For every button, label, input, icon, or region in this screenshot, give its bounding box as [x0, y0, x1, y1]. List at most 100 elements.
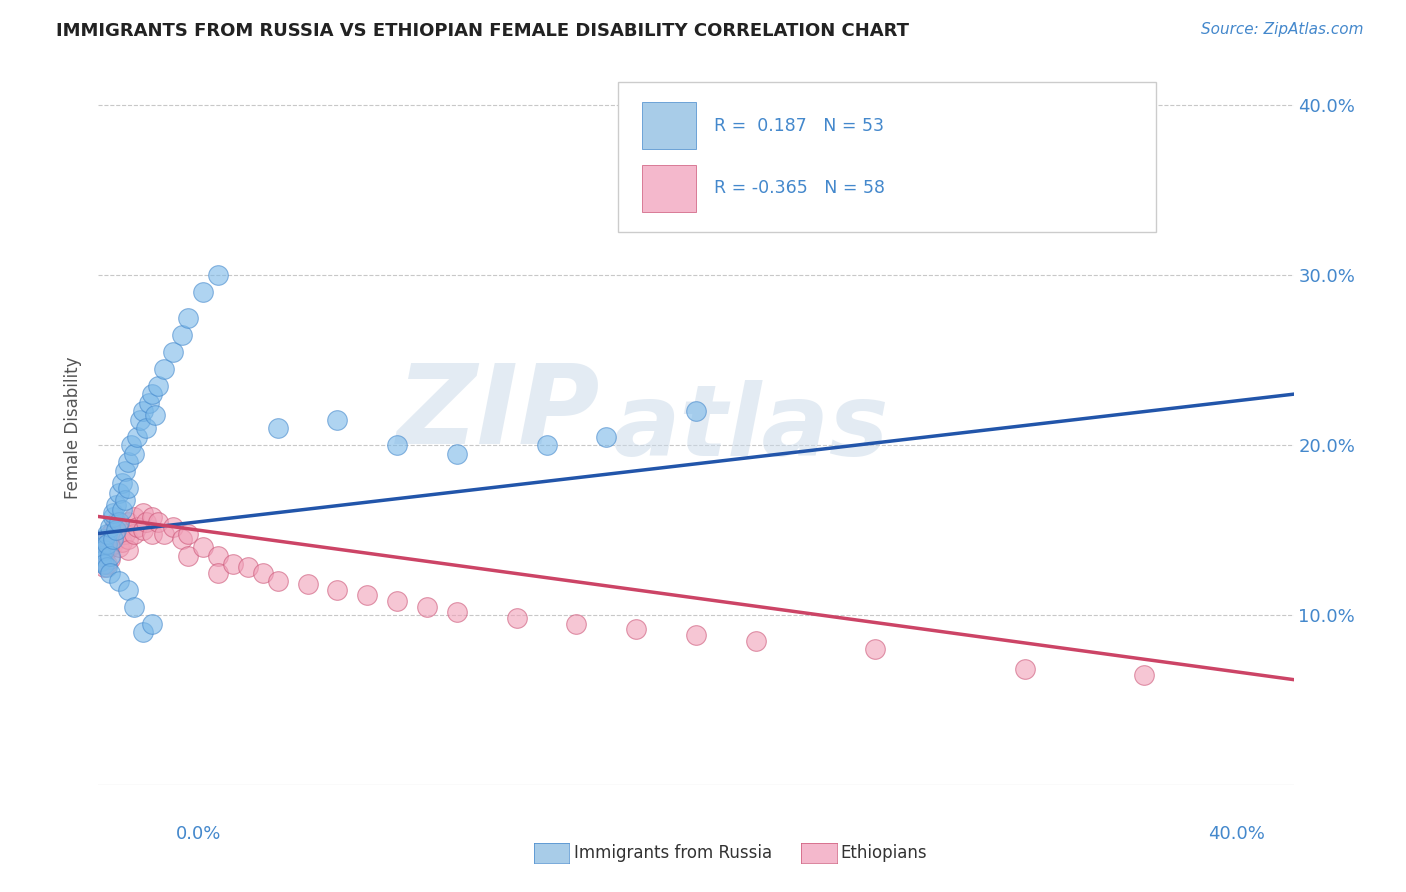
- Point: [111, 475, 134, 490]
- Point: [745, 633, 768, 648]
- Point: [111, 502, 134, 516]
- Point: [117, 481, 139, 495]
- Point: [222, 557, 245, 571]
- Point: [93, 543, 115, 558]
- Point: [114, 526, 136, 541]
- Point: [90, 543, 112, 558]
- Point: [108, 485, 131, 500]
- Point: [191, 285, 214, 300]
- Point: [103, 506, 125, 520]
- Point: [90, 540, 112, 554]
- Point: [177, 549, 200, 563]
- Point: [207, 268, 229, 283]
- Point: [172, 327, 194, 342]
- Point: [103, 537, 125, 551]
- Point: [385, 438, 409, 452]
- Point: [96, 532, 118, 546]
- Point: [236, 560, 259, 574]
- Text: Immigrants from Russia: Immigrants from Russia: [574, 844, 772, 862]
- Text: Ethiopians: Ethiopians: [841, 844, 928, 862]
- FancyBboxPatch shape: [619, 82, 1156, 232]
- Point: [177, 310, 200, 325]
- Point: [132, 404, 155, 418]
- Point: [129, 412, 152, 426]
- Point: [685, 404, 707, 418]
- Text: 0.0%: 0.0%: [176, 825, 221, 843]
- Point: [132, 523, 155, 537]
- Point: [148, 378, 170, 392]
- Point: [108, 574, 131, 588]
- Point: [446, 605, 468, 619]
- Text: ZIP: ZIP: [396, 360, 600, 467]
- Point: [297, 577, 319, 591]
- Point: [98, 526, 122, 541]
- Point: [127, 430, 149, 444]
- Text: Source: ZipAtlas.com: Source: ZipAtlas.com: [1201, 22, 1364, 37]
- Point: [111, 519, 134, 533]
- Point: [90, 554, 112, 568]
- Point: [135, 515, 157, 529]
- Point: [114, 464, 136, 478]
- Point: [135, 421, 157, 435]
- Point: [93, 560, 115, 574]
- Point: [90, 554, 112, 568]
- Point: [162, 519, 184, 533]
- Point: [141, 616, 163, 631]
- Point: [326, 582, 349, 597]
- Point: [93, 549, 115, 563]
- Point: [267, 574, 290, 588]
- Point: [148, 515, 170, 529]
- Point: [132, 625, 155, 640]
- Point: [96, 526, 118, 541]
- Point: [105, 498, 128, 512]
- Point: [141, 509, 163, 524]
- Point: [1014, 662, 1036, 676]
- Point: [114, 492, 136, 507]
- Point: [108, 526, 131, 541]
- Point: [356, 588, 378, 602]
- Point: [446, 447, 468, 461]
- Point: [96, 537, 118, 551]
- Point: [177, 526, 200, 541]
- Point: [153, 526, 176, 541]
- Point: [207, 566, 229, 580]
- Text: 40.0%: 40.0%: [1209, 825, 1265, 843]
- Point: [117, 532, 139, 546]
- Point: [93, 557, 115, 571]
- Point: [93, 532, 115, 546]
- Point: [565, 616, 588, 631]
- Point: [98, 566, 122, 580]
- Point: [98, 552, 122, 566]
- Point: [127, 519, 149, 533]
- Point: [96, 557, 118, 571]
- Point: [98, 540, 122, 554]
- Point: [153, 361, 176, 376]
- Point: [98, 519, 122, 533]
- Point: [252, 566, 274, 580]
- FancyBboxPatch shape: [643, 103, 696, 149]
- Point: [172, 532, 194, 546]
- Point: [96, 543, 118, 558]
- Point: [103, 532, 125, 546]
- Point: [93, 537, 115, 551]
- Text: IMMIGRANTS FROM RUSSIA VS ETHIOPIAN FEMALE DISABILITY CORRELATION CHART: IMMIGRANTS FROM RUSSIA VS ETHIOPIAN FEMA…: [56, 22, 910, 40]
- Point: [120, 438, 142, 452]
- Y-axis label: Female Disability: Female Disability: [65, 357, 83, 500]
- Point: [108, 540, 131, 554]
- Point: [865, 642, 887, 657]
- Text: atlas: atlas: [613, 380, 889, 476]
- Point: [98, 549, 122, 563]
- Point: [138, 395, 160, 409]
- Point: [111, 535, 134, 549]
- Point: [117, 515, 139, 529]
- Point: [105, 515, 128, 529]
- Point: [626, 622, 648, 636]
- FancyBboxPatch shape: [643, 165, 696, 211]
- Point: [132, 506, 155, 520]
- Point: [536, 438, 558, 452]
- Point: [103, 523, 125, 537]
- Point: [124, 447, 146, 461]
- Point: [117, 455, 139, 469]
- Point: [416, 599, 439, 614]
- Point: [385, 594, 409, 608]
